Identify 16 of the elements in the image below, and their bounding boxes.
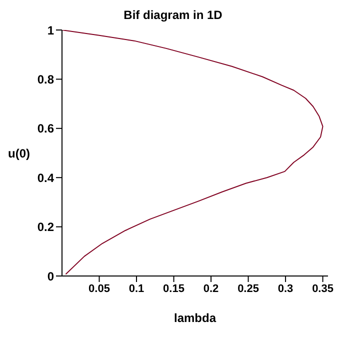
x-tick-label: 0.15 — [163, 282, 184, 295]
x-tick-label: 0.1 — [128, 282, 144, 295]
y-tick-label: 0.8 — [37, 72, 54, 86]
x-tick-label: 0.2 — [203, 282, 219, 295]
x-tick-label: 0.25 — [238, 282, 259, 295]
x-tick-label: 0.35 — [312, 282, 334, 295]
y-axis-title: u(0) — [8, 146, 30, 160]
y-tick-label: 0.4 — [37, 170, 54, 185]
x-axis-title: lambda — [174, 311, 216, 325]
x-tick-label: 0.3 — [278, 282, 294, 295]
y-tick-label: 1 — [47, 23, 54, 38]
y-tick-label: 0.6 — [37, 122, 54, 136]
chart-title: Bif diagram in 1D — [122, 8, 224, 24]
x-tick-label: 0.05 — [88, 282, 110, 295]
y-tick-label: 0 — [47, 269, 54, 284]
y-tick-label: 0.2 — [37, 220, 54, 234]
